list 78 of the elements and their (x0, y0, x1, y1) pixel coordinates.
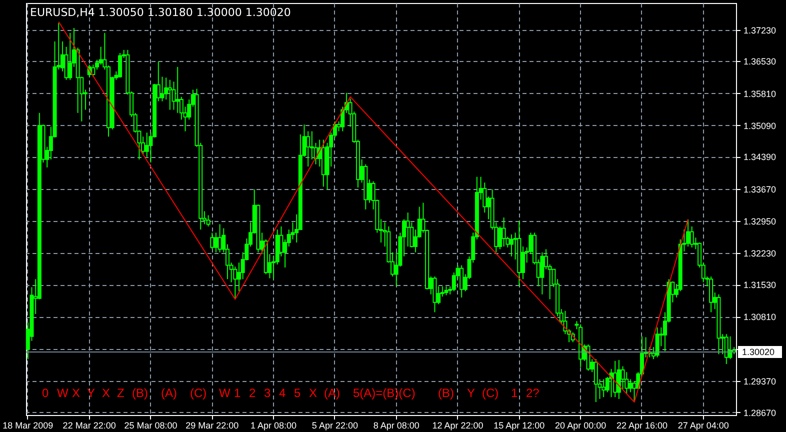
x-tick-label: 18 Mar 2009 (2, 420, 54, 430)
x-tick-label: 8 Apr 08:00 (373, 420, 420, 430)
y-tick-label: 1.36530 (744, 56, 776, 67)
candlestick (206, 214, 210, 227)
annotation: 4 (279, 386, 286, 400)
candlestick (594, 358, 598, 403)
y-tick-label: 1.37230 (744, 25, 776, 36)
x-tick-label: 20 Apr 00:00 (555, 420, 606, 430)
x-tick-label: 22 Apr 16:00 (616, 420, 668, 430)
candlestick (728, 336, 732, 360)
y-tick-label: 1.33670 (744, 184, 776, 194)
annotation: Y (87, 386, 96, 400)
annotation: (B) (438, 386, 454, 400)
candlestick (686, 218, 690, 248)
annotation: (B) (132, 386, 148, 400)
candlestick (724, 334, 728, 365)
annotation: (A) (324, 386, 340, 400)
candlestick (709, 276, 714, 313)
y-tick-label: 1.28670 (744, 408, 776, 418)
annotation: 3 (264, 386, 271, 400)
y-tick-label: 1.29370 (744, 376, 776, 387)
candlestick (620, 366, 625, 390)
candlestick (602, 378, 606, 398)
candlestick (613, 360, 618, 398)
annotation: W (57, 386, 69, 400)
annotation: (C) (190, 386, 207, 400)
candlestick (214, 232, 218, 253)
x-tick-label: 1 Apr 08:00 (250, 420, 297, 430)
candlestick (540, 252, 544, 295)
candlestick (98, 46, 103, 66)
line-series (58, 21, 689, 403)
candlestick (460, 264, 464, 298)
annotation: W (219, 386, 231, 400)
y-tick-label: 1.32950 (744, 216, 776, 227)
annotation: X (72, 386, 80, 400)
candlestick (91, 64, 96, 78)
annotation: Y (467, 386, 476, 400)
candlestick (306, 130, 310, 168)
x-tick-label: 12 Apr 22:00 (432, 420, 484, 430)
candlestick (616, 360, 621, 400)
annotation: (C) (482, 386, 499, 400)
candlestick (628, 378, 632, 393)
y-tick-label: 1.34390 (744, 152, 776, 162)
annotation: X (102, 386, 110, 400)
candlestick (176, 66, 180, 114)
y-tick-label: 1.32230 (744, 248, 776, 259)
annotation: 2 (249, 386, 256, 400)
x-tick-label: 22 Mar 22:00 (62, 420, 116, 430)
annotation: (A) (161, 386, 177, 400)
x-tick-label: 15 Apr 12:00 (494, 420, 545, 430)
candlestick (118, 52, 122, 78)
annotation: Z (117, 386, 124, 400)
y-tick-label: 1.31530 (744, 280, 776, 290)
annotation: 0 (42, 386, 49, 400)
candlestick (406, 212, 410, 248)
candlestick (655, 326, 660, 358)
annotation: 1 (511, 386, 518, 400)
annotation: 5 (294, 386, 301, 400)
candlestick (68, 32, 72, 80)
x-tick-label: 27 Apr 04:00 (678, 420, 729, 430)
annotation: 2? (526, 386, 540, 400)
y-tick-label: 1.30810 (744, 312, 776, 322)
candlestick (233, 266, 238, 300)
ref-line-label: 1.30020 (742, 346, 775, 357)
candlestick (168, 79, 172, 110)
candlestick (210, 232, 214, 250)
chart-title: EURUSD,H4 1.30050 1.30180 1.30000 1.30020 (30, 6, 291, 19)
annotation: X (309, 386, 318, 400)
y-tick-label: 1.35810 (744, 88, 776, 99)
candlestick (160, 76, 164, 102)
x-tick-label: 5 Apr 22:00 (312, 420, 358, 430)
x-tick-label: 29 Mar 22:00 (186, 420, 239, 430)
x-tick-label: 25 Mar 08:00 (124, 420, 178, 430)
annotation: 1 (234, 386, 241, 400)
y-tick-label: 1.35090 (744, 120, 776, 131)
annotation: 5(A)=(B)(C) (353, 386, 416, 400)
candlestick (509, 234, 514, 257)
candlestick (502, 216, 506, 248)
